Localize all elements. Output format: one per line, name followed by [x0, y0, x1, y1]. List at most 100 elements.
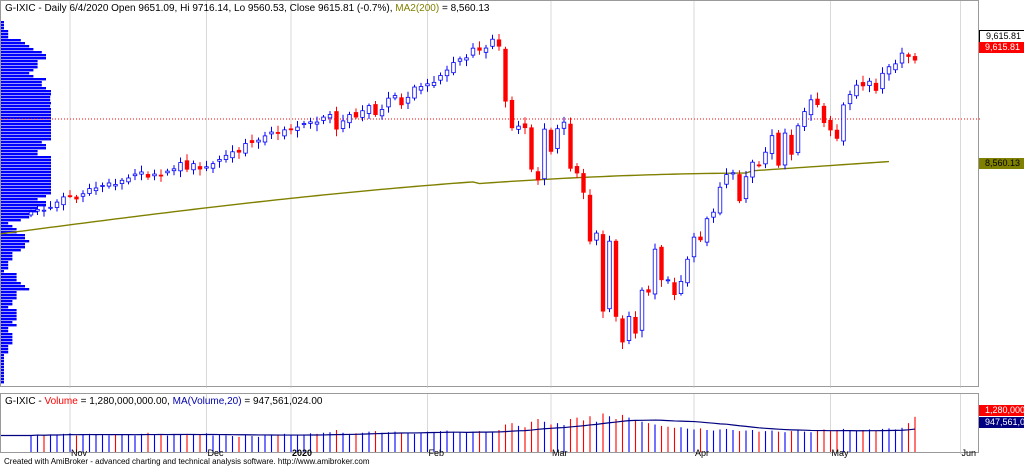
- candle-body: [256, 139, 261, 143]
- candle-body: [249, 140, 255, 143]
- candle-body: [165, 170, 170, 174]
- ma-price-tag: 8,560.13: [979, 158, 1024, 169]
- candle-body: [678, 281, 684, 294]
- candle-body: [899, 52, 905, 64]
- candle-body: [464, 57, 469, 61]
- candle-body: [672, 282, 677, 296]
- volume-profile-bar: [1, 321, 13, 324]
- volume-profile-bar: [1, 207, 38, 210]
- volume-profile-bar: [1, 240, 30, 243]
- volume-profile-bar: [1, 282, 21, 285]
- candle-body: [717, 186, 723, 214]
- volume-profile-bar: [1, 222, 9, 225]
- candle-body: [119, 179, 125, 184]
- price-chart-panel[interactable]: G-IXIC - Daily 6/4/2020 Open 9651.09, Hi…: [0, 0, 980, 388]
- candle-body: [477, 47, 482, 51]
- volume-profile-bar: [1, 75, 34, 78]
- volume-profile-bar: [1, 372, 4, 375]
- candle-body: [782, 132, 788, 166]
- header-symbol: G-IXIC: [5, 3, 36, 14]
- candle-body: [308, 121, 313, 124]
- candle-body: [509, 99, 515, 129]
- header-info: - Daily 6/4/2020 Open 9651.09, Hi 9716.1…: [35, 3, 390, 14]
- x-axis-label: May: [831, 448, 849, 458]
- candle-body: [210, 163, 216, 169]
- candle-body: [854, 84, 859, 97]
- volume-profile-bar: [1, 171, 51, 174]
- volume-profile-bar: [1, 213, 30, 216]
- candle-body: [431, 81, 437, 86]
- candle-body: [87, 188, 92, 194]
- volume-profile-bar: [1, 42, 25, 45]
- candle-body: [646, 289, 651, 293]
- volume-profile-bar: [1, 309, 17, 312]
- volume-profile-bar: [1, 180, 51, 183]
- volume-profile-bar: [1, 279, 17, 282]
- candle-body: [737, 174, 742, 202]
- candle-body: [724, 174, 729, 185]
- candle-body: [600, 234, 606, 312]
- volume-profile-bar: [1, 45, 30, 48]
- header-ma-value: = 8,560.13: [439, 3, 490, 14]
- candle-body: [217, 159, 222, 162]
- candle-body: [665, 279, 671, 282]
- candle-body: [691, 236, 697, 258]
- candle-body: [106, 182, 112, 187]
- candle-body: [360, 110, 365, 118]
- volume-profile-bar: [1, 102, 51, 105]
- volume-profile-bar: [1, 366, 4, 369]
- candle-body: [821, 105, 827, 123]
- candle-body: [262, 135, 268, 143]
- candle-body: [581, 173, 586, 193]
- candle-body: [373, 104, 378, 115]
- candle-body: [483, 47, 489, 53]
- candle-body: [158, 174, 164, 177]
- candle-body: [340, 120, 346, 129]
- volume-profile-bar: [1, 357, 4, 360]
- volume-profile-bar: [1, 291, 17, 294]
- volume-profile-bar: [1, 153, 38, 156]
- volume-profile-bar: [1, 333, 13, 336]
- x-axis-label: Jun: [961, 448, 977, 458]
- volume-profile-bar: [1, 345, 9, 348]
- candle-body: [152, 173, 157, 177]
- candle-body: [711, 211, 716, 218]
- volume-profile-bar: [1, 66, 38, 69]
- candle-body: [639, 289, 645, 331]
- volume-profile-bar: [1, 87, 46, 90]
- candle-body: [236, 149, 242, 153]
- volume-profile-bar: [1, 96, 51, 99]
- candle-body: [633, 316, 638, 334]
- volume-profile-bar: [1, 354, 4, 357]
- candle-body: [74, 196, 79, 200]
- candle-body: [67, 195, 73, 198]
- candle-body: [334, 111, 339, 130]
- candle-body: [197, 166, 203, 170]
- volume-profile-bar: [1, 162, 51, 165]
- x-axis-label: Mar: [552, 448, 568, 458]
- candle-body: [652, 248, 658, 295]
- volume-profile-bar: [1, 30, 9, 33]
- volume-profile-bar: [1, 51, 42, 54]
- volume-profile-bar: [1, 315, 17, 318]
- candle-body: [587, 194, 593, 242]
- x-axis-label: Apr: [695, 448, 710, 458]
- volume-profile-bar: [1, 159, 51, 162]
- candle-body: [548, 129, 554, 152]
- candle-body: [880, 72, 885, 90]
- candle-body: [704, 218, 710, 243]
- volume-profile-bar: [1, 150, 38, 153]
- volume-profile-bar: [1, 135, 51, 138]
- volume-profile-bar: [1, 312, 17, 315]
- candle-body: [386, 97, 391, 108]
- volume-chart-panel[interactable]: G-IXIC - Volume = 1,280,000,000.00, MA(V…: [0, 393, 979, 454]
- volume-profile-bar: [1, 78, 46, 81]
- volume-profile-bar: [1, 246, 25, 249]
- candle-body: [730, 172, 736, 175]
- candle-body: [171, 168, 177, 172]
- candle-body: [613, 240, 619, 317]
- volume-profile-bar: [1, 351, 9, 354]
- x-axis-label: Nov: [71, 448, 88, 458]
- volume-profile-bar: [1, 168, 51, 171]
- price-chart-svg: [1, 1, 980, 388]
